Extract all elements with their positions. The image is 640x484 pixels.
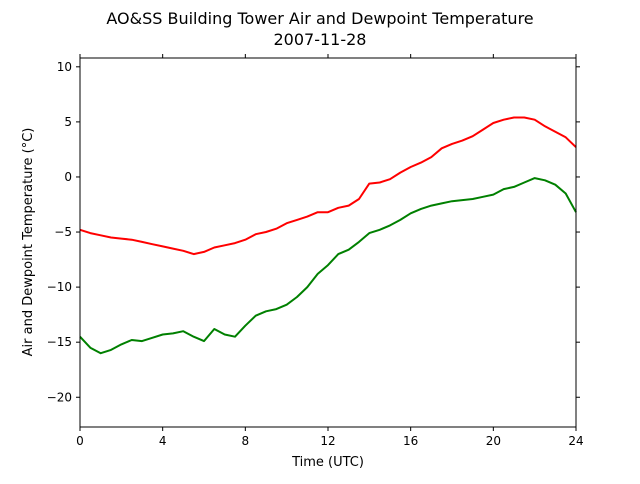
y-axis-label: Air and Dewpoint Temperature (°C) — [21, 128, 36, 357]
x-tick-label: 24 — [568, 434, 583, 448]
x-tick-label: 12 — [320, 434, 335, 448]
x-tick-label: 8 — [242, 434, 250, 448]
chart-subtitle: 2007-11-28 — [274, 30, 367, 49]
series-line-0 — [79, 116, 577, 256]
y-tick-label: −5 — [54, 225, 72, 239]
y-tick-label: 10 — [57, 60, 72, 74]
y-tick-label: −20 — [47, 390, 72, 404]
axis-ticks: 0 4 8 12 16 20 24 −20 −15 −10 −5 0 5 10 — [47, 54, 584, 448]
x-tick-label: 20 — [486, 434, 501, 448]
y-tick-label: 5 — [64, 115, 72, 129]
plot-frame — [79, 57, 577, 428]
chart-title: AO&SS Building Tower Air and Dewpoint Te… — [106, 9, 533, 28]
series-layer — [79, 116, 577, 355]
x-axis-label: Time (UTC) — [291, 455, 364, 470]
y-tick-label: −15 — [47, 335, 72, 349]
x-tick-label: 0 — [76, 434, 84, 448]
x-tick-label: 16 — [403, 434, 418, 448]
y-tick-label: −10 — [47, 280, 72, 294]
y-tick-label: 0 — [64, 170, 72, 184]
x-tick-label: 4 — [159, 434, 167, 448]
series-line-1 — [79, 177, 577, 355]
